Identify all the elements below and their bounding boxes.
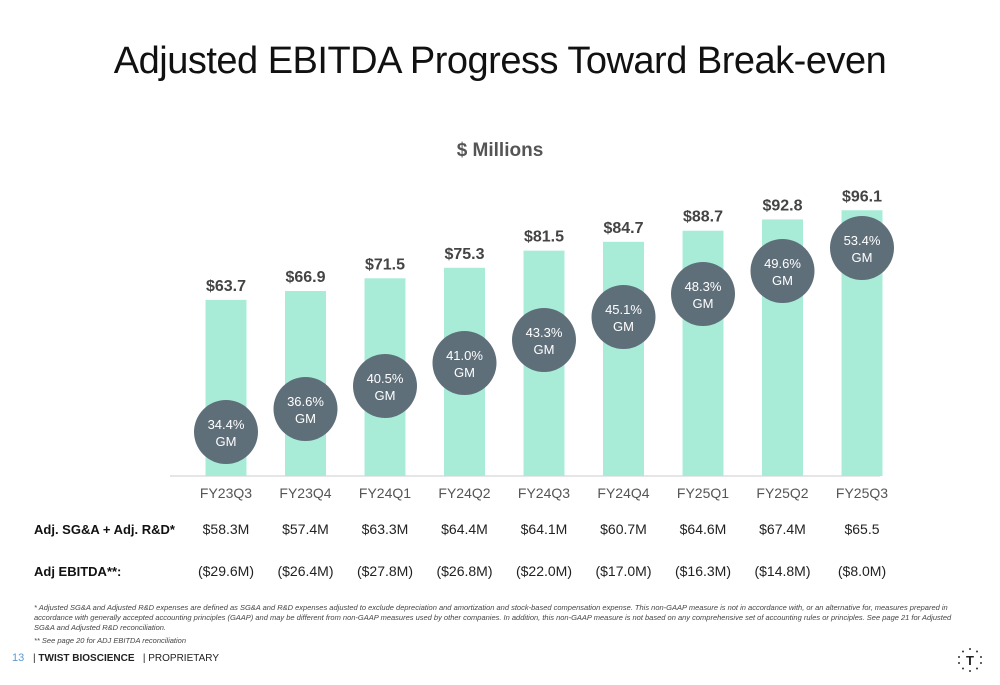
row-value: $60.7M [600,521,647,537]
gm-bubble [512,308,576,372]
gm-suffix-label: GM [534,342,555,357]
x-tick-label: FY24Q1 [359,485,411,501]
bar-value-label: $66.9 [285,269,325,286]
row-value: $63.3M [361,521,409,537]
footnote-sga: * Adjusted SG&A and Adjusted R&D expense… [34,603,952,632]
row-value: ($14.8M) [754,563,811,579]
gm-percent-label: 36.6% [287,394,324,409]
row-value: ($22.0M) [515,563,573,579]
row-value: $64.4M [441,521,488,537]
bar-value-label: $96.1 [842,188,882,205]
footnote-ebitda: ** See page 20 for ADJ EBITDA reconcilia… [34,636,187,645]
row-value: $67.4M [759,521,806,537]
logo-letter: T [966,653,974,668]
row-label: Adj. SG&A + Adj. R&D* [34,522,175,537]
footer-brand: | TWIST BIOSCIENCE | PROPRIETARY [33,653,219,664]
gm-suffix-label: GM [295,411,316,426]
x-tick-label: FY24Q3 [518,485,570,501]
x-tick-label: FY23Q4 [279,485,331,501]
gm-suffix-label: GM [613,319,634,334]
page-title: Adjusted EBITDA Progress Toward Break-ev… [113,40,887,82]
row-value: ($8.0M) [837,563,887,579]
row-label: Adj EBITDA**: [34,564,122,579]
row-value: ($29.6M) [197,563,255,579]
x-tick-label: FY24Q4 [597,485,649,501]
gm-bubble [273,377,338,441]
row-value: $58.3M [202,521,250,537]
row-value: ($26.4M) [277,563,334,579]
bar-value-label: $63.7 [206,278,246,295]
row-value: $64.1M [520,521,568,537]
row-value: $65.5 [844,521,880,537]
bar-value-label: $75.3 [444,246,484,263]
twist-logo: T [958,648,982,672]
gm-percent-label: 43.3% [526,325,563,340]
bar-value-label: $84.7 [603,220,643,237]
bar-value-label: $81.5 [524,229,564,246]
x-tick-label: FY24Q2 [438,485,490,501]
bar [603,241,644,476]
bar-value-label: $92.8 [762,197,802,214]
x-tick-label: FY25Q2 [756,485,808,501]
gm-suffix-label: GM [454,365,475,380]
gm-suffix-label: GM [772,273,793,288]
row-value: ($27.8M) [356,563,414,579]
bar-value-label: $71.5 [365,256,405,273]
chart-subtitle: $ Millions [456,140,544,161]
gm-percent-label: 53.4% [844,233,881,248]
company-name: TWIST BIOSCIENCE [38,653,135,664]
gm-suffix-label: GM [852,250,873,265]
x-tick-label: FY23Q3 [200,485,252,501]
gm-bubble [830,216,894,280]
gm-percent-label: 48.3% [685,279,722,294]
classification-label: PROPRIETARY [148,653,219,664]
row-value: ($26.8M) [436,563,493,579]
row-value: $64.6M [679,521,727,537]
bar-chart: $63.7 34.4% GM FY23Q3 $66.9 36.6% GM FY23Q4 $71.… [170,188,894,501]
gm-percent-label: 41.0% [446,348,483,363]
page-number: 13 [12,652,25,664]
gm-percent-label: 49.6% [764,256,801,271]
gm-suffix-label: GM [216,434,237,449]
gm-bubble [194,400,258,464]
row-value: $57.4M [282,521,329,537]
gm-suffix-label: GM [693,296,714,311]
bar-value-label: $88.7 [683,209,723,226]
gm-bubble [591,285,656,349]
gm-percent-label: 34.4% [208,417,245,432]
row-value: ($16.3M) [674,563,732,579]
gm-bubble [750,239,815,303]
gm-percent-label: 45.1% [605,302,642,317]
gm-bubble [353,354,417,418]
x-tick-label: FY25Q1 [677,485,729,501]
gm-bubble [432,331,497,395]
gm-percent-label: 40.5% [367,371,404,386]
x-tick-label: FY25Q3 [836,485,888,501]
row-value: ($17.0M) [595,563,652,579]
gm-bubble [671,262,735,326]
gm-suffix-label: GM [375,388,396,403]
